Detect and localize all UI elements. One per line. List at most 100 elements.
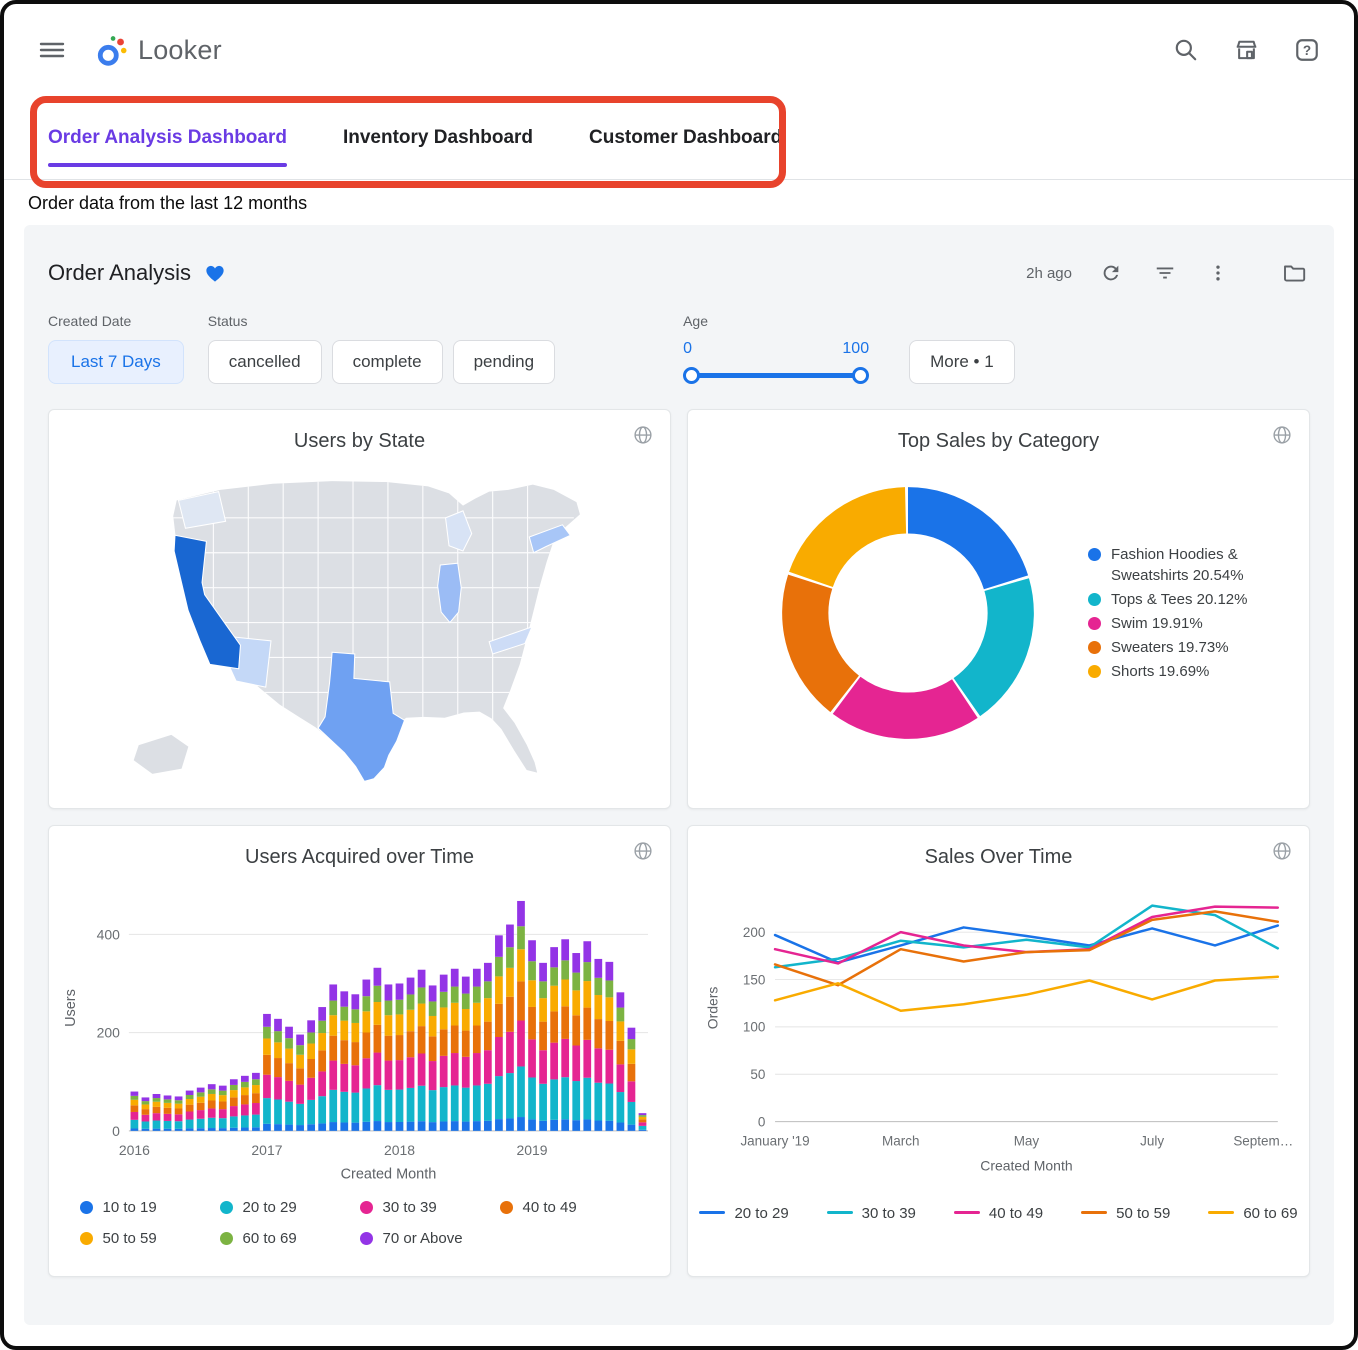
bar-segment[interactable] [506, 996, 514, 1032]
bar-segment[interactable] [616, 1021, 625, 1041]
bar-segment[interactable] [605, 1049, 614, 1084]
bar-segment[interactable] [450, 1025, 459, 1054]
bar-segment[interactable] [329, 984, 338, 1001]
bar-segment[interactable] [229, 1097, 238, 1107]
bar-segment[interactable] [141, 1114, 150, 1122]
bar-segment[interactable] [351, 1009, 360, 1023]
bar-segment[interactable] [274, 1042, 282, 1059]
bar-segment[interactable] [417, 987, 426, 1004]
bar-segment[interactable] [572, 972, 581, 991]
bar-segment[interactable] [207, 1089, 216, 1094]
bar-segment[interactable] [450, 1085, 459, 1122]
state-washington[interactable] [177, 491, 226, 529]
bar-segment[interactable] [141, 1121, 150, 1129]
bar-segment[interactable] [318, 1071, 327, 1097]
bar-segment[interactable] [373, 1024, 382, 1053]
bar-segment[interactable] [572, 990, 581, 1016]
bar-segment[interactable] [517, 1117, 525, 1131]
bar-segment[interactable] [583, 1119, 592, 1131]
bar-segment[interactable] [461, 1008, 470, 1031]
bar-segment[interactable] [528, 961, 536, 981]
bar-segment[interactable] [406, 1031, 415, 1058]
bar-segment[interactable] [373, 967, 382, 986]
bar-segment[interactable] [417, 1003, 426, 1027]
tab-inventory-dashboard[interactable]: Inventory Dashboard [343, 96, 533, 179]
explore-tile-button[interactable] [1267, 420, 1297, 450]
bar-segment[interactable] [252, 1093, 260, 1104]
bar-segment[interactable] [605, 1083, 614, 1121]
bar-segment[interactable] [218, 1095, 227, 1102]
bar-segment[interactable] [362, 1121, 371, 1131]
bar-segment[interactable] [296, 1084, 304, 1104]
bar-segment[interactable] [318, 1020, 327, 1034]
bar-segment[interactable] [362, 1011, 371, 1033]
bar-segment[interactable] [417, 1121, 426, 1131]
legend-item[interactable]: Shorts 19.69% [1088, 661, 1266, 682]
bar-segment[interactable] [583, 1077, 592, 1120]
bar-segment[interactable] [185, 1090, 194, 1095]
bar-segment[interactable] [318, 1007, 327, 1021]
bar-segment[interactable] [550, 1079, 558, 1120]
bar-segment[interactable] [450, 968, 459, 987]
tab-customer-dashboard[interactable]: Customer Dashboard [589, 96, 782, 179]
bar-segment[interactable] [196, 1087, 205, 1093]
choropleth-us-map[interactable] [65, 455, 655, 791]
legend-item[interactable]: 10 to 19 [79, 1197, 220, 1218]
bar-segment[interactable] [594, 995, 603, 1020]
bar-segment[interactable] [472, 968, 481, 987]
bar-segment[interactable] [506, 967, 514, 997]
bar-segment[interactable] [152, 1128, 161, 1131]
legend-item[interactable]: 30 to 39 [359, 1197, 500, 1218]
bar-segment[interactable] [583, 962, 592, 982]
bar-segment[interactable] [461, 1056, 470, 1088]
bar-segment[interactable] [141, 1104, 150, 1110]
bar-segment[interactable] [274, 1018, 282, 1032]
donut-slice[interactable] [781, 486, 1035, 740]
bar-segment[interactable] [307, 1020, 315, 1033]
bar-segment[interactable] [638, 1115, 647, 1117]
bar-segment[interactable] [483, 1083, 492, 1121]
legend-item[interactable]: 40 to 49 [499, 1197, 640, 1218]
bar-segment[interactable] [528, 940, 536, 962]
bar-segment[interactable] [185, 1094, 194, 1100]
bar-segment[interactable] [428, 1001, 437, 1016]
bar-segment[interactable] [594, 1019, 603, 1049]
bar-segment[interactable] [450, 1053, 459, 1086]
bar-segment[interactable] [329, 1035, 338, 1061]
bar-segment[interactable] [229, 1106, 238, 1117]
bar-segment[interactable] [274, 1058, 282, 1078]
bar-segment[interactable] [439, 1029, 448, 1056]
folder-button[interactable] [1278, 258, 1310, 288]
bar-segment[interactable] [428, 1061, 437, 1091]
bar-segment[interactable] [384, 1035, 393, 1061]
bar-segment[interactable] [472, 1085, 481, 1122]
bar-segment[interactable] [362, 1088, 371, 1122]
bar-segment[interactable] [373, 1121, 382, 1131]
bar-segment[interactable] [638, 1116, 647, 1120]
legend-item[interactable]: Tops & Tees 20.12% [1088, 589, 1266, 610]
explore-tile-button[interactable] [1267, 836, 1297, 866]
bar-segment[interactable] [417, 1085, 426, 1122]
bar-segment[interactable] [329, 1015, 338, 1036]
bar-segment[interactable] [274, 1077, 282, 1100]
bar-segment[interactable] [163, 1107, 172, 1114]
bar-segment[interactable] [605, 1120, 614, 1131]
bar-segment[interactable] [163, 1095, 172, 1100]
legend-item[interactable]: 50 to 59 [1081, 1203, 1170, 1224]
legend-item[interactable]: 40 to 49 [953, 1203, 1043, 1224]
favorite-heart-icon[interactable] [204, 263, 226, 283]
series-line[interactable] [773, 910, 1280, 987]
bar-segment[interactable] [583, 981, 592, 1008]
bar-segment[interactable] [483, 962, 492, 982]
bar-segment[interactable] [296, 1034, 304, 1046]
bar-segment[interactable] [174, 1121, 183, 1129]
bar-segment[interactable] [594, 958, 603, 978]
bar-segment[interactable] [196, 1110, 205, 1119]
bar-segment[interactable] [351, 1092, 360, 1123]
bar-segment[interactable] [240, 1095, 249, 1105]
bar-segment[interactable] [196, 1096, 205, 1103]
bar-segment[interactable] [163, 1099, 172, 1103]
bar-segment[interactable] [340, 991, 349, 1007]
legend-item[interactable]: 20 to 29 [699, 1203, 789, 1224]
bar-segment[interactable] [627, 1081, 636, 1102]
